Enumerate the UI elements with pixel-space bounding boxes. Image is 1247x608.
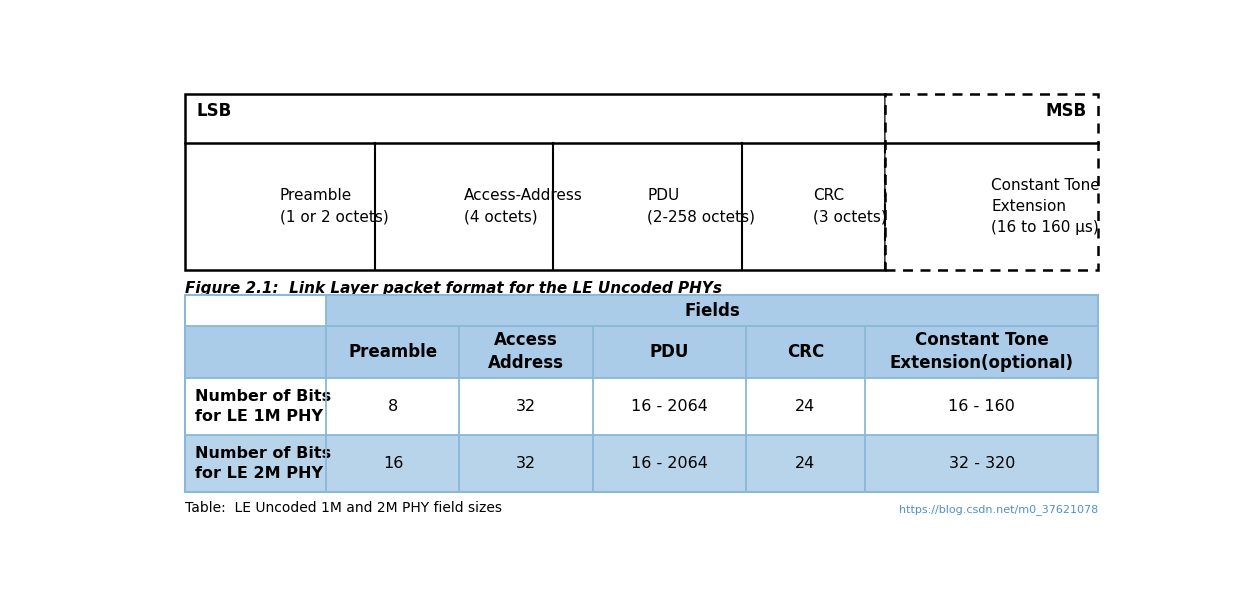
Text: Fields: Fields: [685, 302, 741, 320]
Bar: [746, 378, 865, 435]
Bar: [865, 435, 1099, 492]
Bar: [185, 295, 1099, 492]
Text: 8: 8: [388, 399, 398, 414]
Text: https://blog.csdn.net/m0_37621078: https://blog.csdn.net/m0_37621078: [899, 505, 1099, 516]
Text: 32 - 320: 32 - 320: [949, 456, 1015, 471]
Bar: [327, 378, 459, 435]
Bar: [865, 326, 1099, 378]
Text: 32: 32: [516, 399, 536, 414]
Bar: [185, 435, 327, 492]
Text: Preamble: Preamble: [348, 343, 438, 361]
Bar: [459, 378, 592, 435]
Bar: [459, 326, 592, 378]
Bar: [327, 326, 459, 378]
Bar: [884, 94, 1099, 269]
Text: CRC: CRC: [787, 343, 824, 361]
Bar: [865, 378, 1099, 435]
Bar: [592, 378, 746, 435]
Bar: [185, 295, 327, 326]
Bar: [185, 378, 327, 435]
Bar: [592, 326, 746, 378]
Text: 32: 32: [516, 456, 536, 471]
Text: PDU
(2-258 octets): PDU (2-258 octets): [647, 188, 756, 224]
Text: Number of Bits
for LE 2M PHY: Number of Bits for LE 2M PHY: [195, 446, 330, 480]
Text: 16 - 2064: 16 - 2064: [631, 399, 707, 414]
Text: PDU: PDU: [650, 343, 688, 361]
Text: Access
Address: Access Address: [488, 331, 564, 372]
Text: Constant Tone
Extension
(16 to 160 μs): Constant Tone Extension (16 to 160 μs): [991, 178, 1100, 235]
Text: Table:  LE Uncoded 1M and 2M PHY field sizes: Table: LE Uncoded 1M and 2M PHY field si…: [185, 502, 501, 516]
Bar: [185, 94, 884, 269]
Text: 24: 24: [796, 456, 816, 471]
Text: 16 - 2064: 16 - 2064: [631, 456, 707, 471]
Text: Preamble
(1 or 2 octets): Preamble (1 or 2 octets): [279, 188, 389, 224]
Text: 16: 16: [383, 456, 403, 471]
Text: 24: 24: [796, 399, 816, 414]
Text: LSB: LSB: [197, 102, 232, 120]
Bar: [746, 435, 865, 492]
Text: 16 - 160: 16 - 160: [948, 399, 1015, 414]
Text: Constant Tone
Extension(optional): Constant Tone Extension(optional): [889, 331, 1074, 372]
Bar: [327, 435, 459, 492]
Bar: [327, 295, 1099, 326]
Bar: [185, 326, 327, 378]
Bar: [459, 435, 592, 492]
Bar: [592, 435, 746, 492]
Text: MSB: MSB: [1045, 102, 1086, 120]
Text: Number of Bits
for LE 1M PHY: Number of Bits for LE 1M PHY: [195, 389, 330, 424]
Text: Access-Address
(4 octets): Access-Address (4 octets): [464, 188, 582, 224]
Text: Figure 2.1:  Link Layer packet format for the LE Uncoded PHYs: Figure 2.1: Link Layer packet format for…: [185, 282, 722, 296]
Bar: [746, 326, 865, 378]
Text: CRC
(3 octets): CRC (3 octets): [813, 188, 887, 224]
